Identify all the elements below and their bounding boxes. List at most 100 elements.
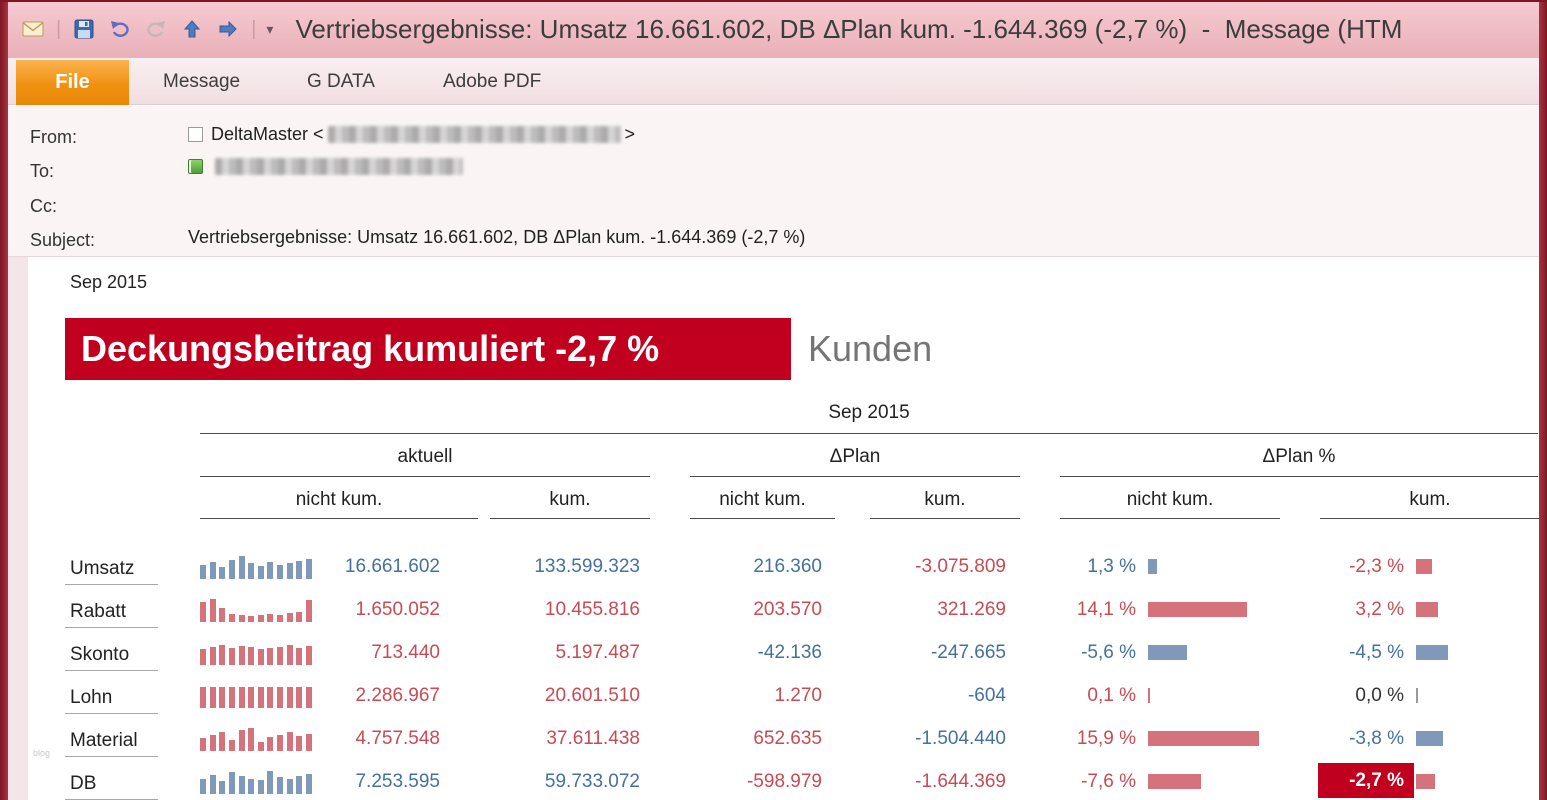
spark-bar [238,776,245,794]
tab-adobe-pdf[interactable]: Adobe PDF [443,70,542,92]
spark-bar [228,614,235,622]
spark-bar [219,781,226,794]
spark-bar [209,562,216,579]
spark-bar [267,648,274,665]
spark-bar [296,687,303,708]
value-cell: 37.611.438 [546,727,640,749]
save-icon[interactable] [71,16,97,42]
previous-item-icon[interactable] [179,16,205,42]
pct-bar [1148,731,1259,746]
value-cell: -5,6 % [1081,641,1136,663]
tab-gdata[interactable]: G DATA [307,70,375,92]
value-cell: 10.455.816 [544,598,640,620]
subcol-dplan-nicht-kum: nicht kum. [719,489,806,510]
spark-bar [248,728,255,751]
spark-bar [296,612,303,622]
sparkline [200,596,312,622]
spark-bar [228,772,235,794]
value-cell: 203.570 [753,598,822,620]
value-cell: 2.286.967 [355,684,440,706]
pct-bar [1148,774,1201,789]
undo-icon[interactable] [107,16,133,42]
sender-checkbox-icon[interactable] [188,127,203,142]
spark-bar [305,600,312,622]
col-group-dplan-pct: ΔPlan % [1262,446,1336,467]
sparkline [200,768,312,794]
pct-bar [1148,559,1157,574]
value-cell: -598.979 [746,770,822,792]
subcol-rule [870,518,1020,519]
spark-bar [305,774,312,794]
tab-message[interactable]: Message [163,70,241,92]
row-label: Skonto [65,633,158,671]
spark-bar [219,687,226,708]
spark-bar [277,647,283,665]
value-cell: -3,8 % [1349,727,1404,749]
period-label: Sep 2015 [70,272,148,292]
spark-bar [248,647,255,665]
subcol-dplan-kum: kum. [924,489,966,510]
window-border-left [0,0,8,800]
window-border-right [1539,0,1547,800]
value-cell: 1.650.052 [355,598,440,620]
group-rule-aktuell [200,476,650,477]
spark-bar [267,614,274,622]
recipient-presence-icon [188,159,203,174]
value-cell: 59.733.072 [544,770,640,792]
row-label: Rabatt [65,590,158,628]
spark-bar [257,615,264,622]
cc-label: Cc: [30,196,57,216]
spark-bar [200,687,206,708]
spark-bar [267,687,274,708]
redo-icon[interactable] [143,16,169,42]
window-title: Vertriebsergebnisse: Umsatz 16.661.602, … [295,13,1403,44]
value-cell: 20.601.510 [544,684,640,706]
window-border-top [0,0,1547,2]
spark-bar [286,687,293,708]
subcol-dplanpct-kum: kum. [1409,489,1451,510]
spark-bar [296,776,303,794]
qat-customize-dropdown-icon[interactable]: ▾ [266,20,274,37]
spark-bar [286,645,293,665]
body-left-margin [8,257,28,800]
spark-bar [238,556,245,579]
pct-bar [1148,602,1247,617]
spark-bar [248,687,255,708]
subcol-aktuell-kum: kum. [549,489,591,510]
spark-bar [257,742,264,751]
value-cell: 652.635 [753,727,822,749]
spark-bar [286,779,293,794]
subcol-rule [200,518,478,519]
spark-bar [219,732,226,751]
spark-bar [305,687,312,708]
value-cell: 0,1 % [1087,684,1136,706]
spark-bar [238,646,245,665]
spark-bar [200,649,206,665]
row-label: Lohn [65,676,158,714]
row-label: Umsatz [65,547,158,585]
spark-bar [305,559,312,579]
value-cell: -604 [967,684,1006,706]
spark-bar [296,648,303,665]
spark-bar [238,730,245,751]
spark-bar [277,687,283,708]
toolbar-separator: | [56,17,62,40]
value-cell: 0,0 % [1355,684,1404,706]
value-cell: 713.440 [371,641,440,663]
value-cell: -4,5 % [1349,641,1404,663]
spark-bar [257,687,264,708]
value-cell: 14,1 % [1076,598,1136,620]
tab-file[interactable]: File [16,60,129,105]
to-redacted-address [215,158,463,175]
spark-bar [200,565,206,579]
group-rule-dplan [690,476,1020,477]
next-item-icon[interactable] [215,16,241,42]
value-cell: 3,2 % [1355,598,1404,620]
from-value[interactable]: DeltaMaster < > [188,124,635,145]
value-cell: -3.075.809 [915,555,1006,577]
subcol-rule [490,518,650,519]
to-value[interactable] [188,158,467,175]
mail-icon [20,16,46,42]
value-cell: 1.270 [774,684,822,706]
